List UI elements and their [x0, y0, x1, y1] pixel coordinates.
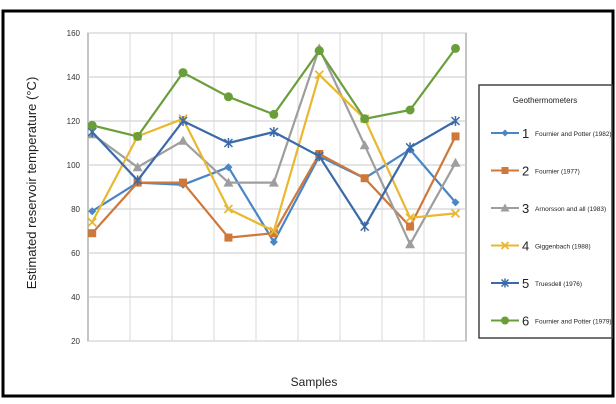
data-point: [406, 222, 415, 231]
y-tick-label: 40: [71, 293, 80, 302]
data-point: [500, 241, 510, 250]
data-point: [451, 132, 460, 141]
legend-item-2: 2 Fournier (1977): [491, 164, 580, 179]
data-point: [314, 46, 324, 56]
legend-items: 1 Fournier and Potter (1982) 2 Fournier (19…: [491, 126, 612, 329]
data-point: [451, 198, 460, 207]
data-point: [223, 92, 233, 102]
data-point: [88, 229, 97, 238]
data-point: [268, 177, 279, 187]
legend-item-number: 3: [522, 201, 529, 216]
data-point: [314, 70, 324, 80]
data-point: [223, 138, 233, 148]
data-point: [405, 142, 415, 153]
legend-item-4: 4 Giggenbach (1988): [491, 239, 591, 254]
data-point: [269, 226, 279, 236]
y-tick-label: 20: [71, 337, 80, 346]
data-point: [405, 105, 415, 115]
series-6: [87, 43, 460, 141]
data-point: [450, 157, 461, 167]
legend-item-label: Fournier and Potter (1982): [535, 131, 612, 138]
series-5: [87, 116, 461, 232]
legend-item-number: 4: [522, 239, 529, 254]
data-point: [501, 316, 509, 325]
data-point: [269, 127, 279, 137]
data-point: [405, 213, 415, 223]
y-tick-label: 140: [67, 73, 81, 82]
data-point: [314, 151, 324, 162]
legend-item-label: Fournier and Potter (1979): [535, 319, 612, 326]
data-point: [500, 278, 510, 288]
data-point: [451, 43, 460, 53]
legend-item-label: Fournier (1977): [535, 169, 580, 176]
data-point: [87, 120, 97, 130]
data-point: [224, 233, 233, 242]
data-point: [500, 203, 510, 212]
y-axis-label: Estimated reservoir temperature (°C): [24, 77, 39, 290]
data-point: [178, 116, 188, 126]
legend-item-1: 1 Fournier and Potter (1982): [491, 126, 612, 141]
data-point: [224, 163, 233, 172]
y-tick-label: 80: [71, 205, 80, 214]
y-tick-label: 60: [71, 249, 80, 258]
data-point: [179, 178, 188, 187]
data-point: [223, 177, 234, 187]
legend-item-number: 2: [522, 164, 529, 179]
plot-area: [87, 32, 467, 342]
data-point: [450, 116, 461, 126]
legend: Geothermometers 1 Fournier and Potter (19…: [478, 84, 613, 339]
legend-box: [478, 84, 613, 339]
data-point: [405, 239, 416, 249]
legend-item-number: 1: [522, 126, 529, 141]
legend-item-number: 6: [522, 314, 529, 329]
data-point: [87, 217, 97, 227]
y-tick-label: 120: [67, 117, 81, 126]
legend-title: Geothermometers: [513, 96, 577, 105]
data-point: [178, 135, 189, 145]
data-point: [269, 229, 278, 238]
data-point: [360, 114, 370, 124]
data-point: [269, 109, 279, 119]
y-tick-labels: 20 40 60 80 100 120 140 160: [67, 29, 81, 346]
data-point: [133, 131, 143, 141]
data-point: [133, 175, 143, 186]
y-tick-label: 100: [67, 161, 81, 170]
legend-item-label: Giggenbach (1988): [535, 244, 591, 251]
series-layer: [87, 43, 461, 249]
data-point: [359, 140, 370, 150]
data-point: [88, 207, 97, 216]
legend-item-label: Arnorsson and all (1983): [535, 206, 606, 213]
data-point: [501, 167, 509, 174]
legend-item-label: Truesdell (1976): [535, 281, 582, 288]
data-point: [360, 221, 370, 232]
plot-frame: [87, 32, 467, 342]
data-point: [178, 68, 188, 78]
legend-item-3: 3 Arnorsson and all (1983): [491, 201, 606, 216]
legend-item-5: 5 Truesdell (1976): [491, 276, 582, 291]
data-point: [450, 208, 461, 219]
data-point: [223, 204, 234, 214]
data-point: [269, 238, 278, 246]
data-point: [501, 129, 509, 137]
outer-border: [1, 9, 615, 398]
data-point: [360, 174, 369, 183]
data-point: [132, 162, 143, 172]
legend-item-6: 6 Fournier and Potter (1979): [491, 314, 612, 329]
legend-item-number: 5: [522, 276, 529, 291]
x-axis-label: Samples: [291, 375, 338, 389]
y-tick-label: 160: [67, 29, 81, 38]
